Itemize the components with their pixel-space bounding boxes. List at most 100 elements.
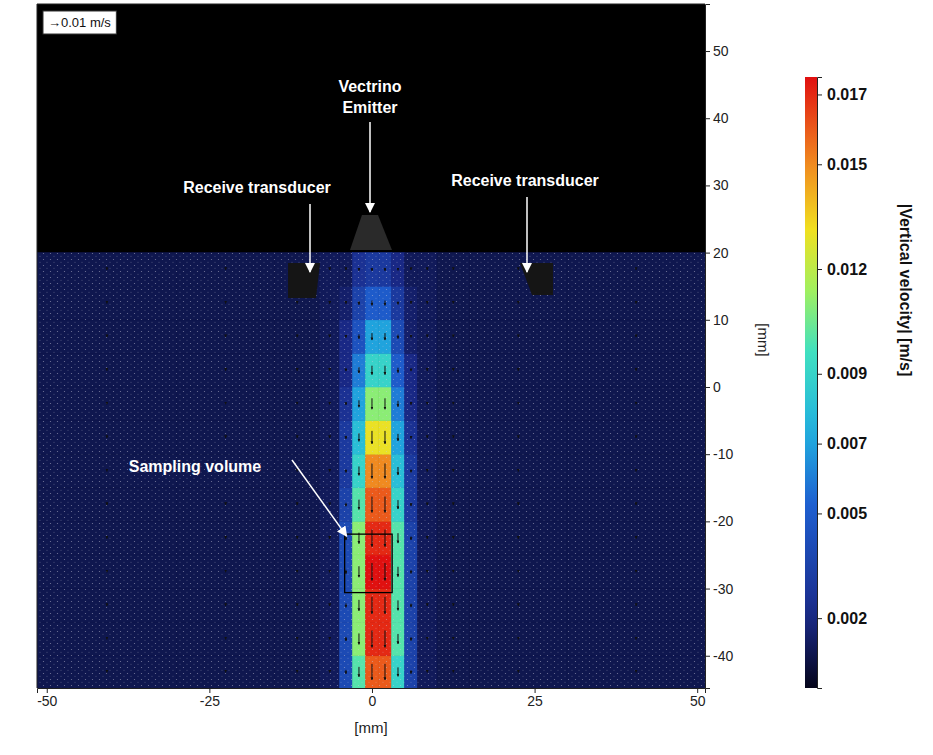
velocity-vector (397, 401, 398, 407)
velocity-vector (329, 605, 330, 606)
annotation-arrow (292, 460, 347, 536)
velocity-vector (411, 503, 412, 506)
transducer-shape (520, 263, 553, 295)
x-tick: 0 (369, 688, 377, 709)
y-tick-mark (705, 253, 710, 254)
velocity-vector (518, 571, 519, 572)
velocity-vector (427, 437, 428, 438)
velocity-vector (453, 302, 454, 303)
velocity-vector (371, 300, 372, 305)
velocity-vector (411, 269, 412, 270)
velocity-vector (371, 530, 372, 547)
y-tick: -20 (705, 513, 733, 529)
velocity-vector (518, 370, 519, 371)
x-tick-label: -25 (200, 693, 220, 709)
velocity-vector (106, 437, 107, 438)
velocity-vector (297, 370, 298, 371)
y-tick-label: 30 (713, 177, 729, 193)
velocity-vector (411, 637, 412, 641)
velocity-vector (345, 302, 346, 304)
colorbar-tick-label: 0.009 (827, 365, 867, 382)
velocity-vector (397, 335, 398, 339)
velocity-vector (384, 300, 385, 305)
colorbar-tick: 0.007 (817, 435, 867, 452)
velocity-vector (427, 336, 428, 337)
y-tick-label: 0 (713, 379, 721, 395)
velocity-vector (384, 664, 385, 680)
velocity-vector (636, 437, 637, 438)
colorbar-tick: 0.012 (817, 261, 867, 278)
frame-line (37, 4, 705, 5)
velocity-vector (345, 503, 346, 507)
velocity-vector (329, 302, 330, 303)
y-tick-mark (705, 118, 710, 119)
velocity-vector (225, 437, 226, 438)
y-tick-mark (705, 387, 710, 388)
vector-key-label: →0.01 m/s (48, 15, 111, 30)
y-axis-line (706, 5, 711, 689)
velocity-vector (345, 637, 346, 641)
velocity-vector (453, 336, 454, 337)
velocity-vector (384, 268, 385, 271)
velocity-vector (225, 269, 226, 270)
annotation-label: Receive transducer (451, 172, 599, 189)
velocity-vector (384, 597, 385, 614)
velocity-vector (636, 302, 637, 303)
velocity-vector (427, 269, 428, 270)
y-tick-label: -30 (713, 581, 733, 597)
plot-background (37, 4, 705, 688)
velocity-vector (106, 571, 107, 572)
velocity-vector (384, 463, 385, 478)
velocity-vector (358, 400, 359, 407)
velocity-vector (384, 333, 385, 340)
y-tick: -10 (705, 446, 733, 462)
x-tick-label: 25 (527, 693, 543, 709)
y-tick: 20 (705, 245, 729, 261)
velocity-vector (297, 638, 298, 639)
vector-key: →0.01 m/s (43, 11, 116, 34)
velocity-vector (106, 671, 107, 672)
velocity-vector (384, 366, 385, 375)
velocity-vector (371, 366, 372, 375)
y-tick-mark (705, 51, 710, 52)
velocity-vector (397, 634, 398, 644)
y-tick-mark (705, 656, 710, 657)
velocity-vector (518, 336, 519, 337)
colorbar-tick: 0.002 (817, 610, 867, 627)
velocity-vector (453, 370, 454, 371)
velocity-vector (297, 671, 298, 672)
velocity-vector (371, 630, 372, 647)
colorbar-tick-label: 0.002 (827, 610, 867, 627)
velocity-vector (345, 369, 346, 371)
emitter-shape (350, 215, 392, 250)
velocity-vector (371, 431, 372, 444)
velocity-vector (518, 470, 519, 471)
velocity-vector (397, 434, 398, 441)
y-tick-mark (705, 320, 710, 321)
velocity-vector (329, 336, 330, 337)
annotation-arrow (309, 204, 311, 272)
colorbar-tick: 0.015 (817, 156, 867, 173)
velocity-vector (384, 431, 385, 444)
velocity-vector (411, 403, 412, 405)
velocity-vector (636, 504, 637, 505)
velocity-vector (397, 268, 398, 270)
velocity-vector (384, 530, 385, 547)
x-tick: -25 (200, 688, 220, 709)
plot-area (37, 253, 705, 688)
y-axis: -40-30-20-1001020304050 (705, 5, 733, 689)
velocity-vector (453, 437, 454, 438)
velocity-vector (411, 369, 412, 371)
colorbar-tick-label: 0.007 (827, 435, 867, 452)
velocity-vector (371, 463, 372, 478)
velocity-vector (225, 336, 226, 337)
velocity-vector (453, 269, 454, 270)
velocity-vector (358, 633, 359, 644)
velocity-vector (358, 367, 359, 373)
velocity-vector (329, 538, 330, 539)
y-tick-label: 20 (713, 245, 729, 261)
velocity-vector (329, 470, 330, 471)
velocity-vector (518, 638, 519, 639)
velocity-vector (411, 302, 412, 304)
velocity-vector (636, 638, 637, 639)
